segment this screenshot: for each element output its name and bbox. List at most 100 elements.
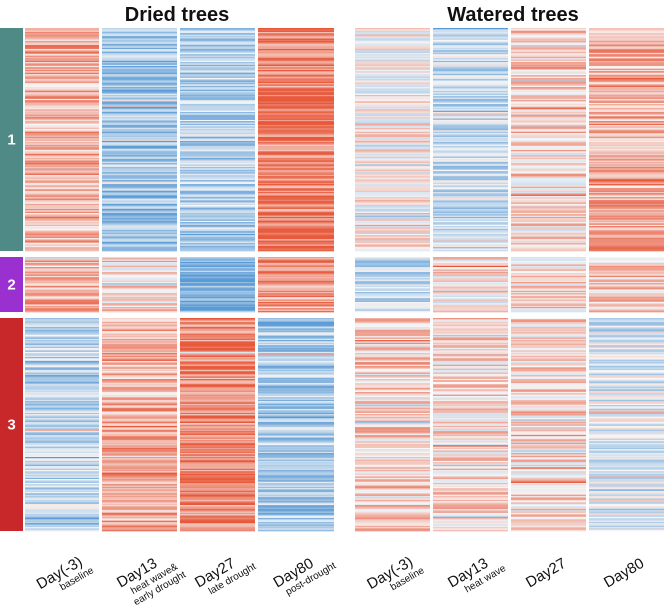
heatmap-cell xyxy=(511,529,586,532)
heatmap-cell xyxy=(511,475,586,477)
heatmap-cell xyxy=(589,131,664,134)
heatmap-cell xyxy=(102,167,177,169)
heatmap-cell xyxy=(25,518,99,520)
heatmap-cell xyxy=(511,405,586,407)
heatmap-cell xyxy=(258,319,334,321)
heatmap-cell xyxy=(180,127,255,130)
heatmap-cell xyxy=(511,132,586,135)
heatmap-cell xyxy=(258,189,334,192)
heatmap-cell xyxy=(180,518,255,520)
heatmap-cell xyxy=(180,430,255,433)
heatmap-cell xyxy=(433,464,508,467)
heatmap-cell xyxy=(180,153,255,156)
heatmap-cell xyxy=(355,302,430,304)
heatmap-cell xyxy=(355,338,430,341)
heatmap-cell xyxy=(25,495,99,498)
heatmap-cell xyxy=(25,102,99,105)
heatmap-cell xyxy=(589,371,664,373)
heatmap-cell xyxy=(589,270,664,273)
heatmap-cell xyxy=(511,456,586,459)
heatmap-cell xyxy=(589,288,664,290)
heatmap-cell xyxy=(102,475,177,477)
heatmap-cell xyxy=(589,472,664,475)
heatmap-cell xyxy=(589,222,664,224)
heatmap-cell xyxy=(180,108,255,110)
heatmap-cell xyxy=(258,182,334,185)
heatmap-cell xyxy=(25,523,99,525)
heatmap-cell xyxy=(355,362,430,364)
heatmap-cell xyxy=(102,310,177,313)
heatmap-cell xyxy=(25,167,99,169)
heatmap-cell xyxy=(511,30,586,33)
heatmap-cell xyxy=(355,77,430,80)
heatmap-cell xyxy=(433,230,508,232)
heatmap-cell xyxy=(433,259,508,262)
heatmap-cell xyxy=(25,398,99,401)
heatmap-cell xyxy=(433,152,508,155)
heatmap-cell xyxy=(433,350,508,353)
heatmap-cell xyxy=(25,423,99,425)
heatmap-cell xyxy=(433,163,508,165)
heatmap-cell xyxy=(589,147,664,150)
heatmap-cell xyxy=(102,38,177,41)
heatmap-cell xyxy=(180,334,255,337)
heatmap-cell xyxy=(589,199,664,202)
heatmap-cell xyxy=(511,153,586,156)
heatmap-cell xyxy=(25,106,99,109)
heatmap-cell xyxy=(25,205,99,207)
heatmap-cell xyxy=(102,510,177,512)
heatmap-cell xyxy=(355,233,430,236)
heatmap-cell xyxy=(258,39,334,42)
heatmap-cell xyxy=(511,269,586,272)
heatmap-cell xyxy=(258,220,334,223)
heatmap-cell xyxy=(433,220,508,223)
heatmap-cell xyxy=(180,139,255,142)
heatmap-cell xyxy=(102,482,177,485)
heatmap-cell xyxy=(180,129,255,131)
heatmap-cell xyxy=(258,420,334,423)
heatmap-cell xyxy=(258,501,334,503)
heatmap-cell xyxy=(433,328,508,331)
heatmap-cell xyxy=(511,50,586,52)
heatmap-cell xyxy=(355,83,430,85)
heatmap-cell xyxy=(102,349,177,351)
heatmap-cell xyxy=(355,418,430,420)
heatmap-cell xyxy=(180,480,255,482)
heatmap-cell xyxy=(180,397,255,399)
heatmap-cell xyxy=(102,290,177,293)
heatmap-cell xyxy=(589,35,664,38)
heatmap-cell xyxy=(511,147,586,150)
heatmap-cell xyxy=(102,447,177,450)
heatmap-cell xyxy=(25,244,99,247)
heatmap-cell xyxy=(258,130,334,132)
heatmap-cell xyxy=(433,280,508,283)
heatmap-cell xyxy=(433,190,508,193)
heatmap-cell xyxy=(102,472,177,475)
heatmap-cell xyxy=(180,514,255,516)
heatmap-cell xyxy=(180,528,255,531)
heatmap-cell xyxy=(25,173,99,176)
heatmap-cell xyxy=(180,308,255,310)
heatmap-cell xyxy=(511,185,586,188)
heatmap-cell xyxy=(180,164,255,167)
heatmap-cell xyxy=(433,329,508,332)
heatmap-cell xyxy=(589,443,664,446)
heatmap-cell xyxy=(589,418,664,420)
heatmap-cell xyxy=(589,453,664,455)
heatmap-cell xyxy=(180,152,255,155)
heatmap-cell xyxy=(511,371,586,373)
heatmap-cell xyxy=(589,163,664,165)
heatmap-cell xyxy=(511,101,586,104)
heatmap-cell xyxy=(180,298,255,300)
heatmap-cell xyxy=(355,199,430,202)
heatmap-cell xyxy=(180,111,255,114)
heatmap-cell xyxy=(102,501,177,503)
heatmap-cell xyxy=(102,129,177,131)
heatmap-cell xyxy=(258,419,334,421)
heatmap-cell xyxy=(180,388,255,390)
heatmap-cell xyxy=(355,449,430,451)
heatmap-cell xyxy=(258,295,334,298)
heatmap-cell xyxy=(511,182,586,185)
heatmap-cell xyxy=(25,160,99,163)
